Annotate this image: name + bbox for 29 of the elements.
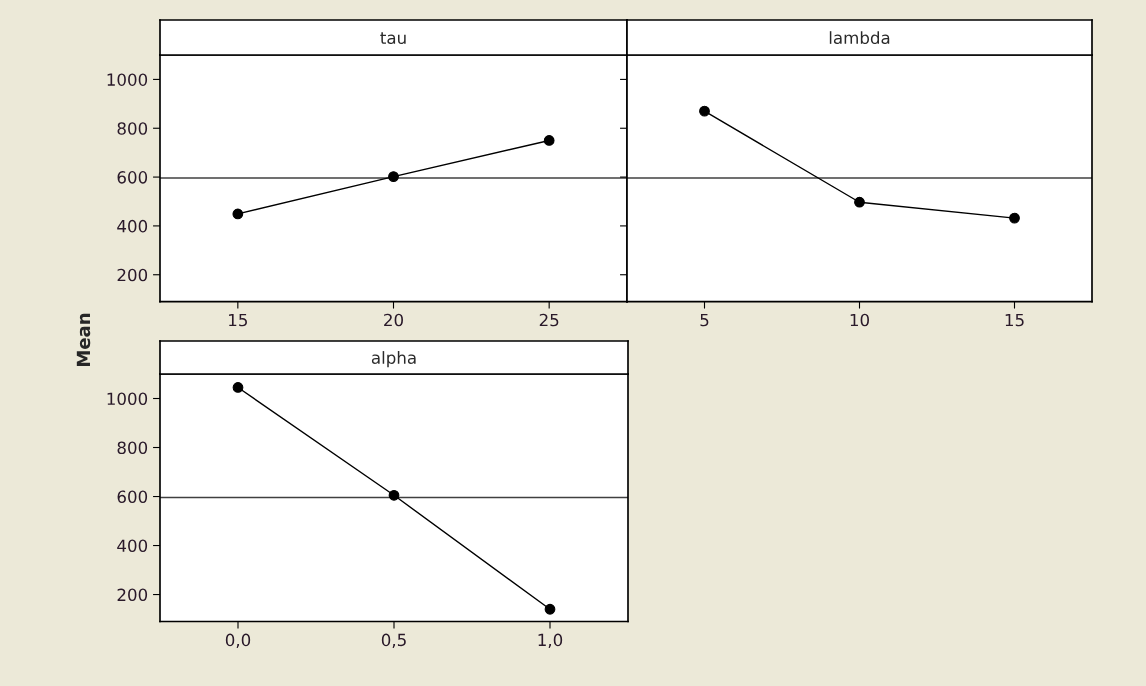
y-tick-label: 1000 [107,392,148,406]
chart-title: tau [380,32,406,45]
point [232,382,244,393]
x-tick-label: 15 [1005,313,1024,327]
y-tick-label: 800 [117,441,148,455]
chart-title: lambda [829,31,890,45]
x-tick-label: 0,5 [381,633,406,648]
y-tick-label: 200 [117,268,148,282]
point [388,171,399,182]
x-tick-label: 0,0 [225,633,251,648]
x-tick-label: 1,0 [538,633,563,648]
y-axis-title: Mean [76,313,91,366]
point [232,208,244,220]
y-tick-label: 1000 [107,73,148,86]
y-tick-label: 400 [117,539,148,553]
x-tick-label: 20 [384,313,403,327]
y-tick-label: 600 [117,490,148,504]
x-tick-label: 10 [850,313,869,327]
x-tick-label: 25 [539,313,559,327]
point [388,489,400,501]
y-tick-label: 400 [117,219,148,233]
y-tick-label: 200 [117,588,148,602]
y-tick-label: 600 [117,171,148,184]
x-tick-label: 15 [229,313,247,327]
point [544,603,556,615]
y-tick-label: 800 [117,122,148,135]
point [543,135,555,146]
chart-title: alpha [371,351,416,368]
x-tick-label: 5 [700,313,709,327]
